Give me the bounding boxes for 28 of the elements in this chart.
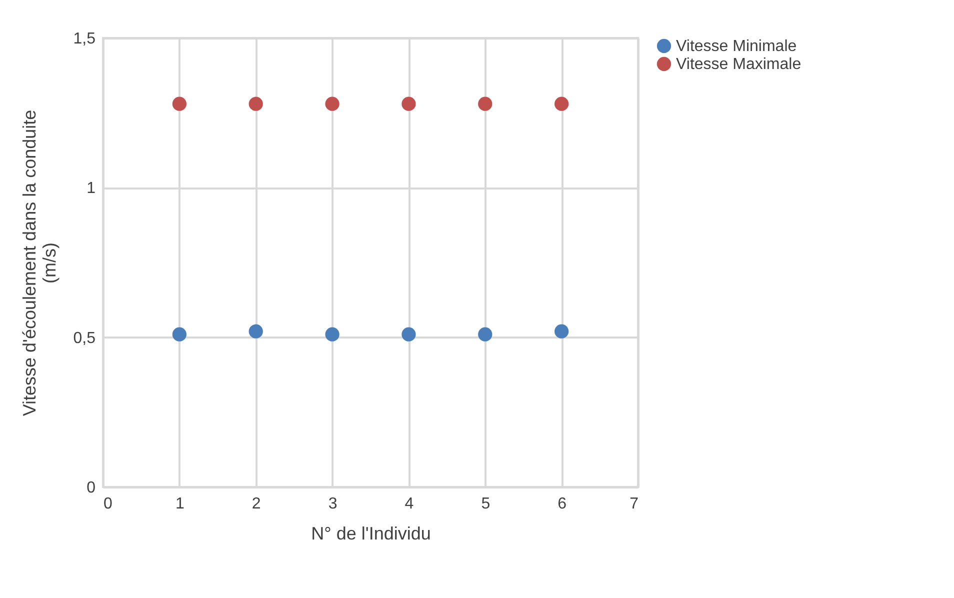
x-tick-label: 1 [175,496,184,512]
point [554,324,569,338]
point [554,96,569,111]
x-tick-label: 5 [481,496,490,512]
legend-label: Vitesse Maximale [676,56,802,73]
point [248,324,263,338]
point [402,96,416,111]
x-tick-label: 4 [404,496,414,512]
y-tick-label: 0,5 [73,330,96,347]
point [172,327,186,342]
point [172,96,186,111]
point [325,96,340,111]
legend-label: Vitesse Minimale [676,38,797,55]
point [478,327,492,342]
y-tick-label: 1,5 [73,30,96,48]
point [478,96,492,111]
x-tick-label: 3 [328,496,338,512]
x-axis-title: N° de l'Individu [311,524,431,544]
x-tick-label: 7 [630,496,639,512]
point [402,327,416,342]
x-tick-label: 0 [104,496,112,512]
y-tick-label: 0 [86,480,96,496]
y-axis-title: Vitesse d'écoulement dans la conduite (m/s) [19,110,60,416]
x-tick-label: 6 [558,496,567,512]
point [325,327,340,342]
y-tick-label: 1 [86,180,96,198]
x-tick-label: 2 [252,496,261,512]
point [248,96,263,111]
